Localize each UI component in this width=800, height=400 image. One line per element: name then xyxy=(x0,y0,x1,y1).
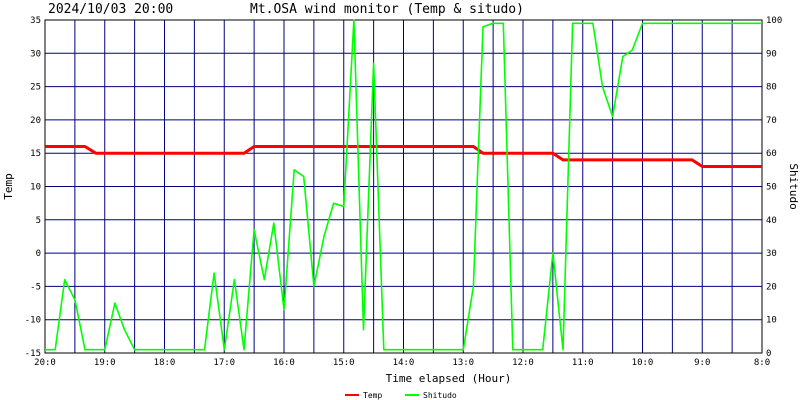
left-y-tick-label: -15 xyxy=(25,349,41,359)
right-y-axis-label: Shitudo xyxy=(787,163,800,209)
left-y-tick-label: 30 xyxy=(30,49,41,59)
left-y-axis-ticks: 35 30 25 20 15 10 5 0 -5 -10 -15 xyxy=(25,16,41,359)
x-tick-label: 19:0 xyxy=(94,358,116,368)
x-tick-label: 18:0 xyxy=(154,358,176,368)
chart-timestamp: 2024/10/03 20:00 xyxy=(48,2,173,17)
x-tick-label: 20:0 xyxy=(34,358,56,368)
x-tick-label: 9:0 xyxy=(694,358,710,368)
x-axis-label: Time elapsed (Hour) xyxy=(386,372,512,385)
x-tick-label: 11:0 xyxy=(572,358,594,368)
left-y-tick-label: 0 xyxy=(36,249,41,259)
right-y-tick-label: 70 xyxy=(766,116,777,126)
x-tick-label: 12:0 xyxy=(512,358,534,368)
right-y-tick-label: 60 xyxy=(766,149,777,159)
grid-lines xyxy=(45,20,762,353)
right-y-tick-label: 90 xyxy=(766,49,777,59)
left-y-tick-label: 10 xyxy=(30,183,41,193)
right-y-tick-label: 10 xyxy=(766,316,777,326)
legend-label-temp: Temp xyxy=(363,391,382,400)
right-y-tick-label: 40 xyxy=(766,216,777,226)
x-tick-label: 15:0 xyxy=(333,358,355,368)
plot-frame xyxy=(44,19,763,354)
data-series xyxy=(45,19,762,351)
series-line-temp xyxy=(45,145,762,168)
right-y-tick-label: 80 xyxy=(766,83,777,93)
left-y-tick-label: -5 xyxy=(30,282,41,292)
x-tick-label: 10:0 xyxy=(632,358,654,368)
legend-label-shitudo: Shitudo xyxy=(423,391,457,400)
right-y-tick-label: 50 xyxy=(766,183,777,193)
left-y-tick-label: -10 xyxy=(25,316,41,326)
x-tick-label: 16:0 xyxy=(273,358,295,368)
x-tick-label: 8:0 xyxy=(754,358,770,368)
left-y-tick-label: 5 xyxy=(36,216,41,226)
x-tick-label: 13:0 xyxy=(452,358,474,368)
legend: Temp Shitudo xyxy=(345,391,457,400)
left-y-tick-label: 35 xyxy=(30,16,41,26)
series-line-shitudo xyxy=(45,19,762,351)
x-tick-label: 14:0 xyxy=(393,358,415,368)
left-y-tick-label: 15 xyxy=(30,149,41,159)
right-y-tick-label: 0 xyxy=(766,349,771,359)
x-axis-ticks: 20:0 19:0 18:0 17:0 16:0 15:0 14:0 13:0 12:0 11:0… xyxy=(34,358,770,368)
left-y-tick-label: 25 xyxy=(30,83,41,93)
x-tick-label: 17:0 xyxy=(213,358,235,368)
right-y-tick-label: 30 xyxy=(766,249,777,259)
right-y-tick-label: 100 xyxy=(766,16,782,26)
right-y-tick-label: 20 xyxy=(766,282,777,292)
left-y-tick-label: 20 xyxy=(30,116,41,126)
chart-title: Mt.OSA wind monitor (Temp & situdo) xyxy=(250,2,524,17)
left-y-axis-label: Temp xyxy=(2,173,15,200)
